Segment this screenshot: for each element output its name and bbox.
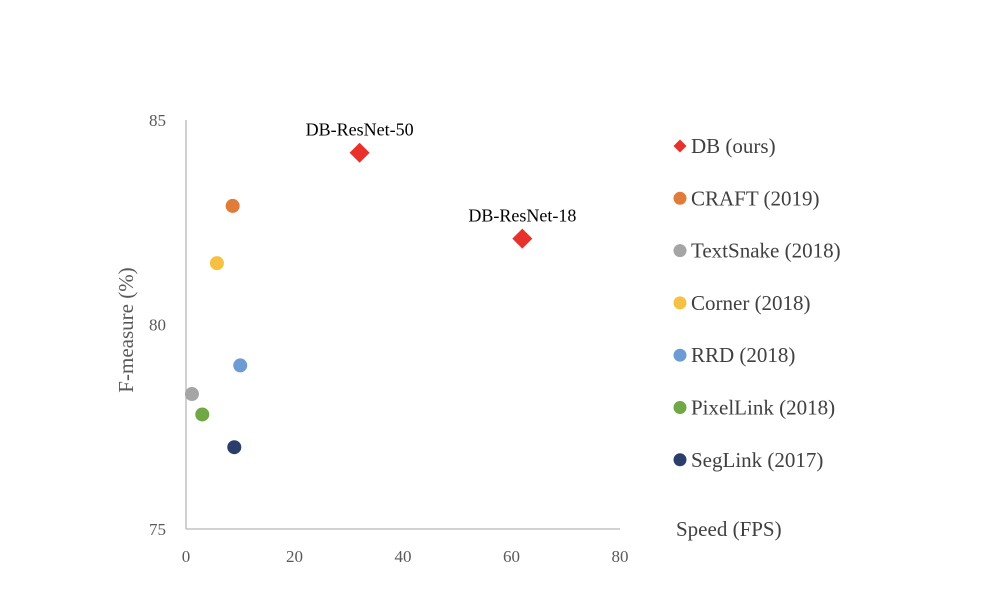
y-axis-label: F-measure (%) xyxy=(114,267,138,392)
legend: DB (ours) CRAFT (2019) TextSnake (2018) Cor… xyxy=(673,134,841,472)
data-points xyxy=(184,142,533,455)
data-point-circle xyxy=(233,358,248,373)
data-point-circle xyxy=(209,256,224,271)
legend-marker-diamond xyxy=(673,139,687,153)
legend-label: TextSnake (2018) xyxy=(691,239,841,263)
data-point-circle xyxy=(184,387,199,402)
legend-label: PixelLink (2018) xyxy=(691,396,835,420)
x-tick-label: 0 xyxy=(182,547,191,566)
legend-marker-circle xyxy=(673,453,687,467)
y-tick-label: 80 xyxy=(149,316,166,335)
x-axis-label: Speed (FPS) xyxy=(676,517,782,541)
legend-label: CRAFT (2019) xyxy=(691,186,820,210)
y-tick-label: 85 xyxy=(149,111,166,130)
annotation-label: DB-ResNet-50 xyxy=(306,120,414,140)
legend-marker-circle xyxy=(673,296,687,310)
x-tick-label: 40 xyxy=(395,547,412,566)
legend-marker-circle xyxy=(673,348,687,362)
legend-marker-circle xyxy=(673,401,687,414)
y-tick-labels: 75 80 85 xyxy=(149,111,166,539)
legend-label: DB (ours) xyxy=(691,134,776,158)
data-point-circle xyxy=(227,440,242,455)
data-point-circle xyxy=(195,407,210,422)
annotation-label: DB-ResNet-18 xyxy=(468,206,576,226)
y-tick-label: 75 xyxy=(149,520,166,539)
legend-marker-circle xyxy=(673,244,687,258)
x-tick-label: 80 xyxy=(612,547,629,566)
x-tick-label: 20 xyxy=(286,547,303,566)
axes xyxy=(185,120,620,530)
legend-marker-circle xyxy=(673,191,687,205)
data-point-diamond xyxy=(349,142,370,163)
legend-label: Corner (2018) xyxy=(691,291,811,315)
data-point-circle xyxy=(225,198,240,213)
x-tick-labels: 0 20 40 60 80 xyxy=(182,547,629,566)
legend-label: RRD (2018) xyxy=(691,343,795,367)
x-tick-label: 60 xyxy=(503,547,520,566)
point-annotations: DB-ResNet-50 DB-ResNet-18 xyxy=(306,120,577,226)
data-point-diamond xyxy=(512,228,533,249)
legend-label: SegLink (2017) xyxy=(691,448,823,472)
